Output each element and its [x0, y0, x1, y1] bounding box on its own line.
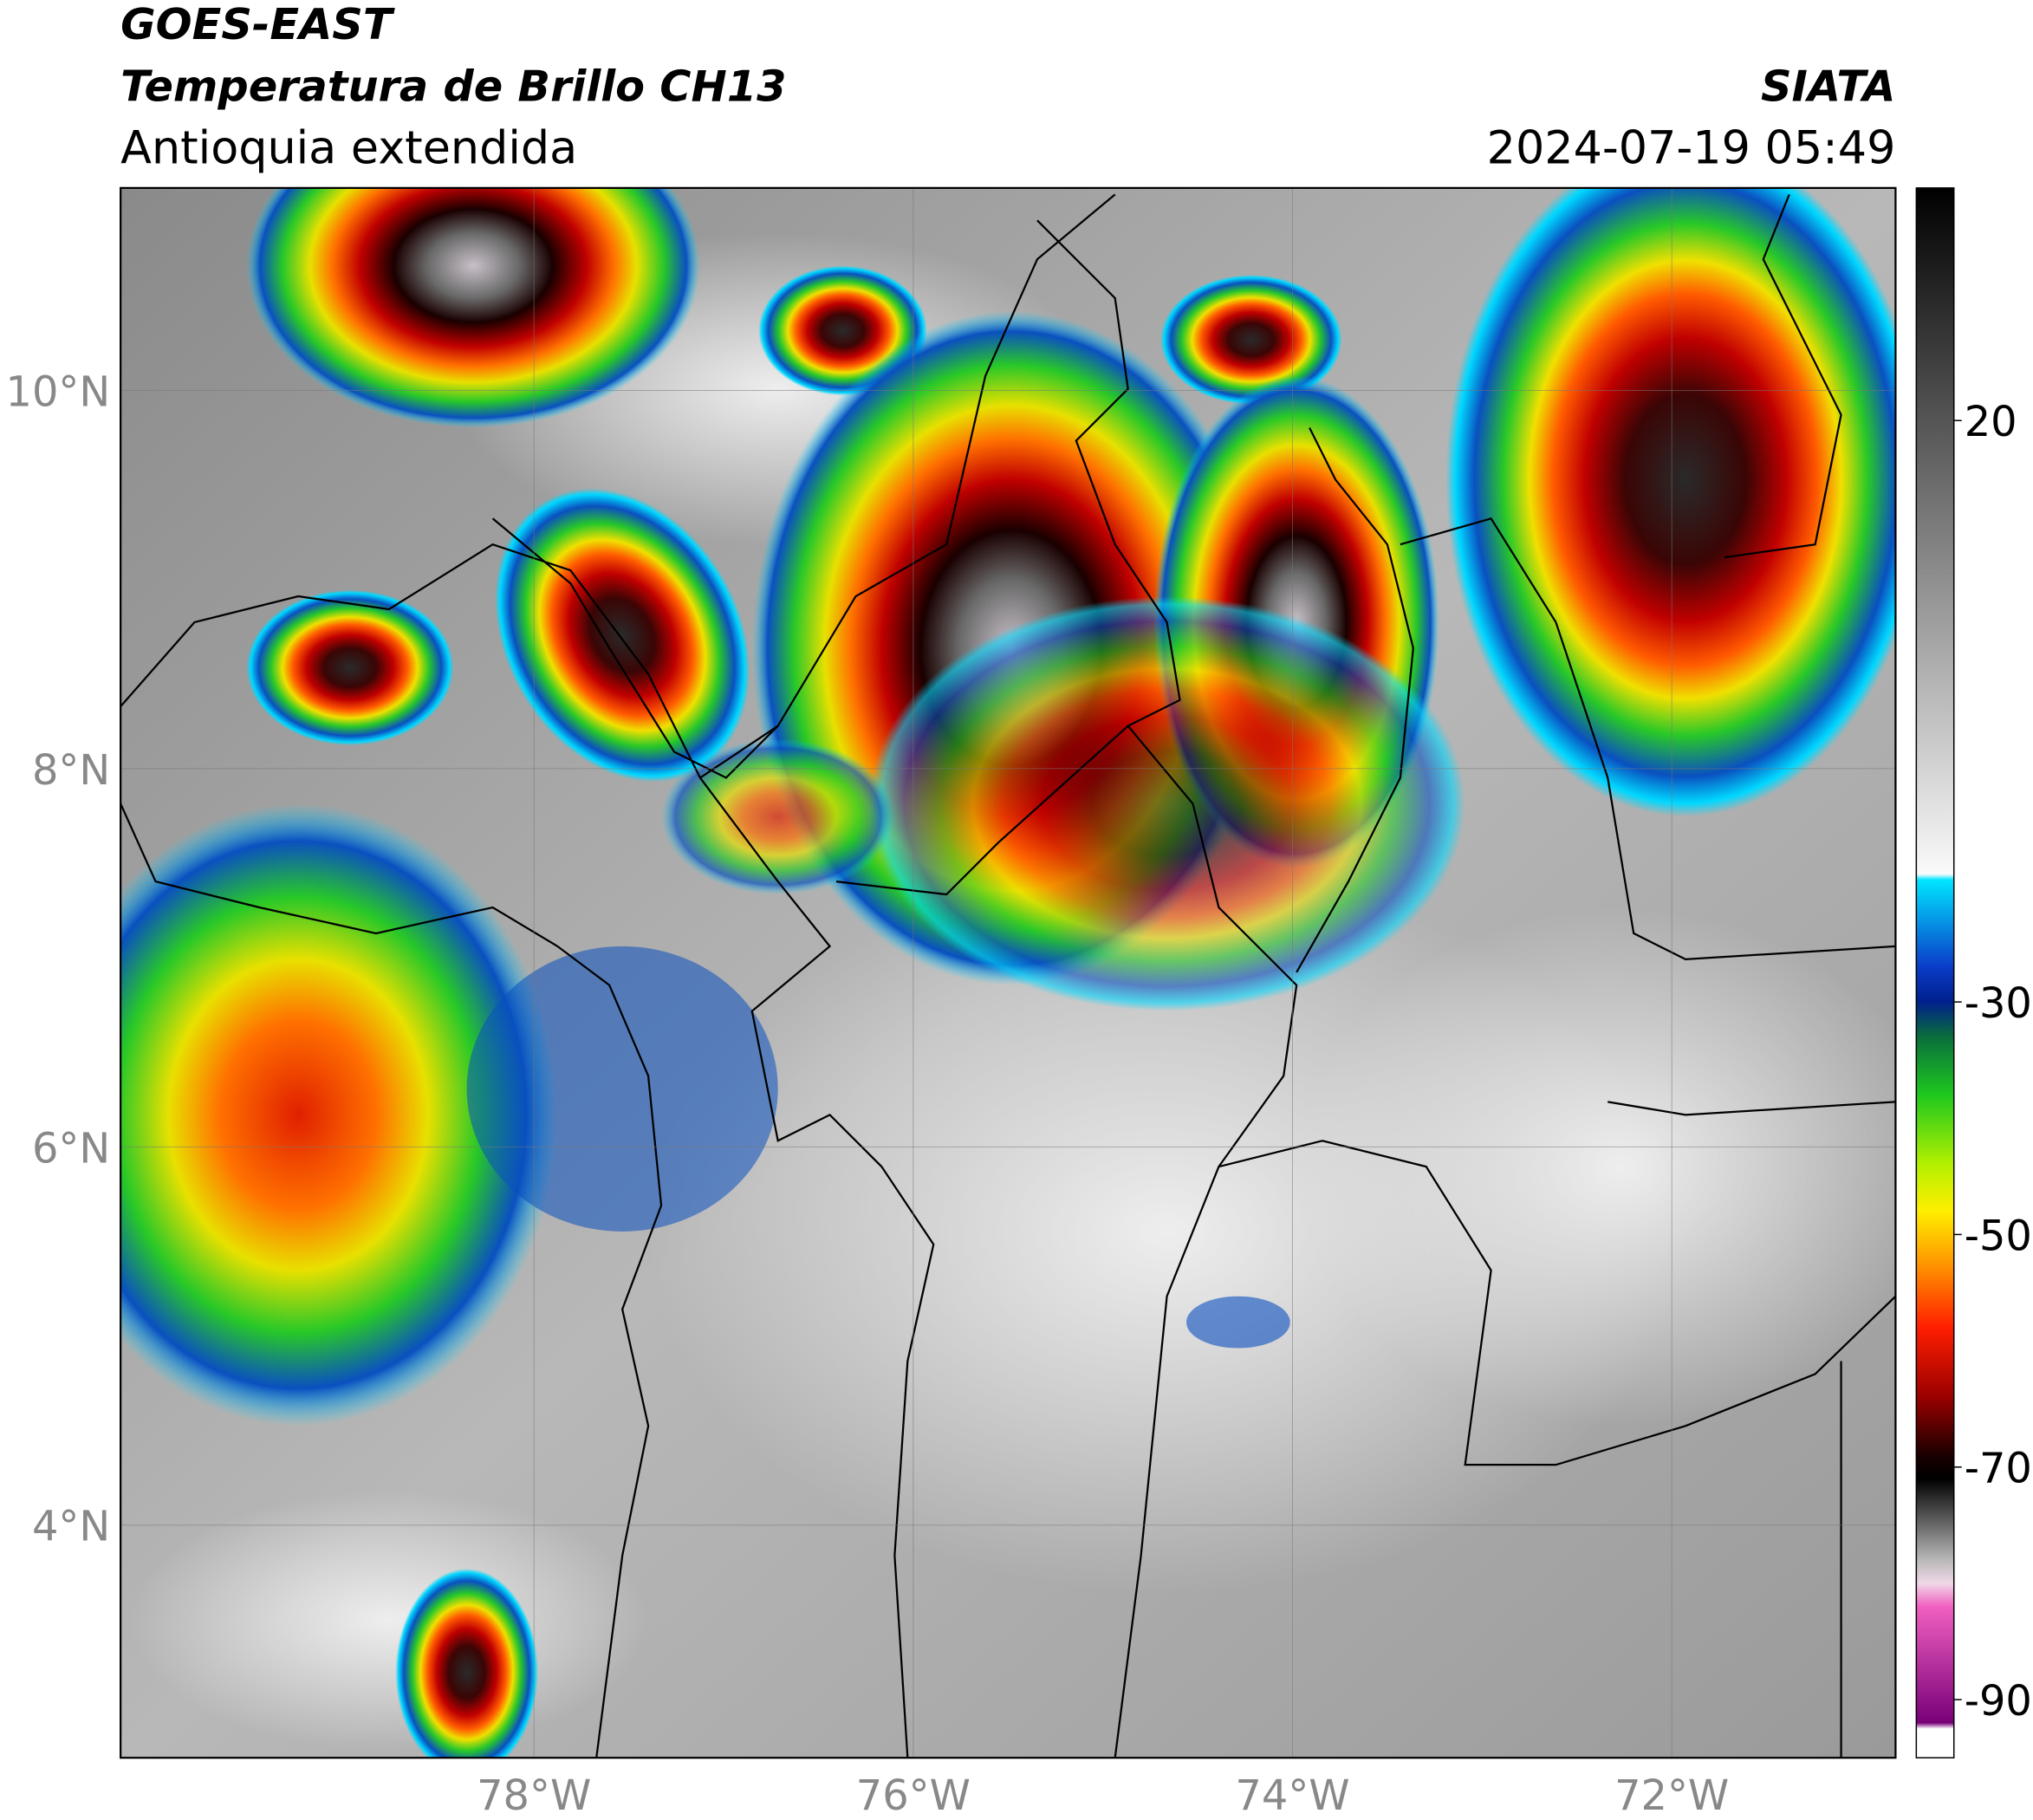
colorbar-tick-label: -50 — [1965, 1212, 2032, 1260]
subtitle: Temperatura de Brillo CH13 — [120, 62, 786, 112]
map-image — [120, 187, 1896, 1758]
y-tick-label: 4°N — [32, 1504, 110, 1551]
grid — [120, 187, 1896, 1758]
colorbar-tick-label: -30 — [1965, 980, 2032, 1028]
y-tick-label: 10°N — [6, 368, 111, 416]
colorbar-tick-label: -90 — [1965, 1678, 2032, 1726]
x-tick-label: 74°W — [1235, 1772, 1349, 1820]
agency: SIATA — [1761, 62, 1895, 112]
colorbar-tick-label: -70 — [1965, 1446, 2032, 1493]
y-tick-label: 6°N — [32, 1125, 110, 1173]
title: GOES-EAST — [120, 0, 395, 49]
colorbar — [1915, 187, 1955, 1758]
x-tick-label: 76°W — [856, 1772, 971, 1820]
map-frame — [120, 186, 1897, 1759]
y-tick-label: 8°N — [32, 747, 110, 795]
x-tick-label: 72°W — [1614, 1772, 1729, 1820]
x-tick-label: 78°W — [477, 1772, 591, 1820]
datetime: 2024-07-19 05:49 — [1487, 121, 1896, 174]
colorbar-tick-label: 20 — [1965, 399, 2017, 446]
region: Antioquia extendida — [120, 121, 577, 174]
